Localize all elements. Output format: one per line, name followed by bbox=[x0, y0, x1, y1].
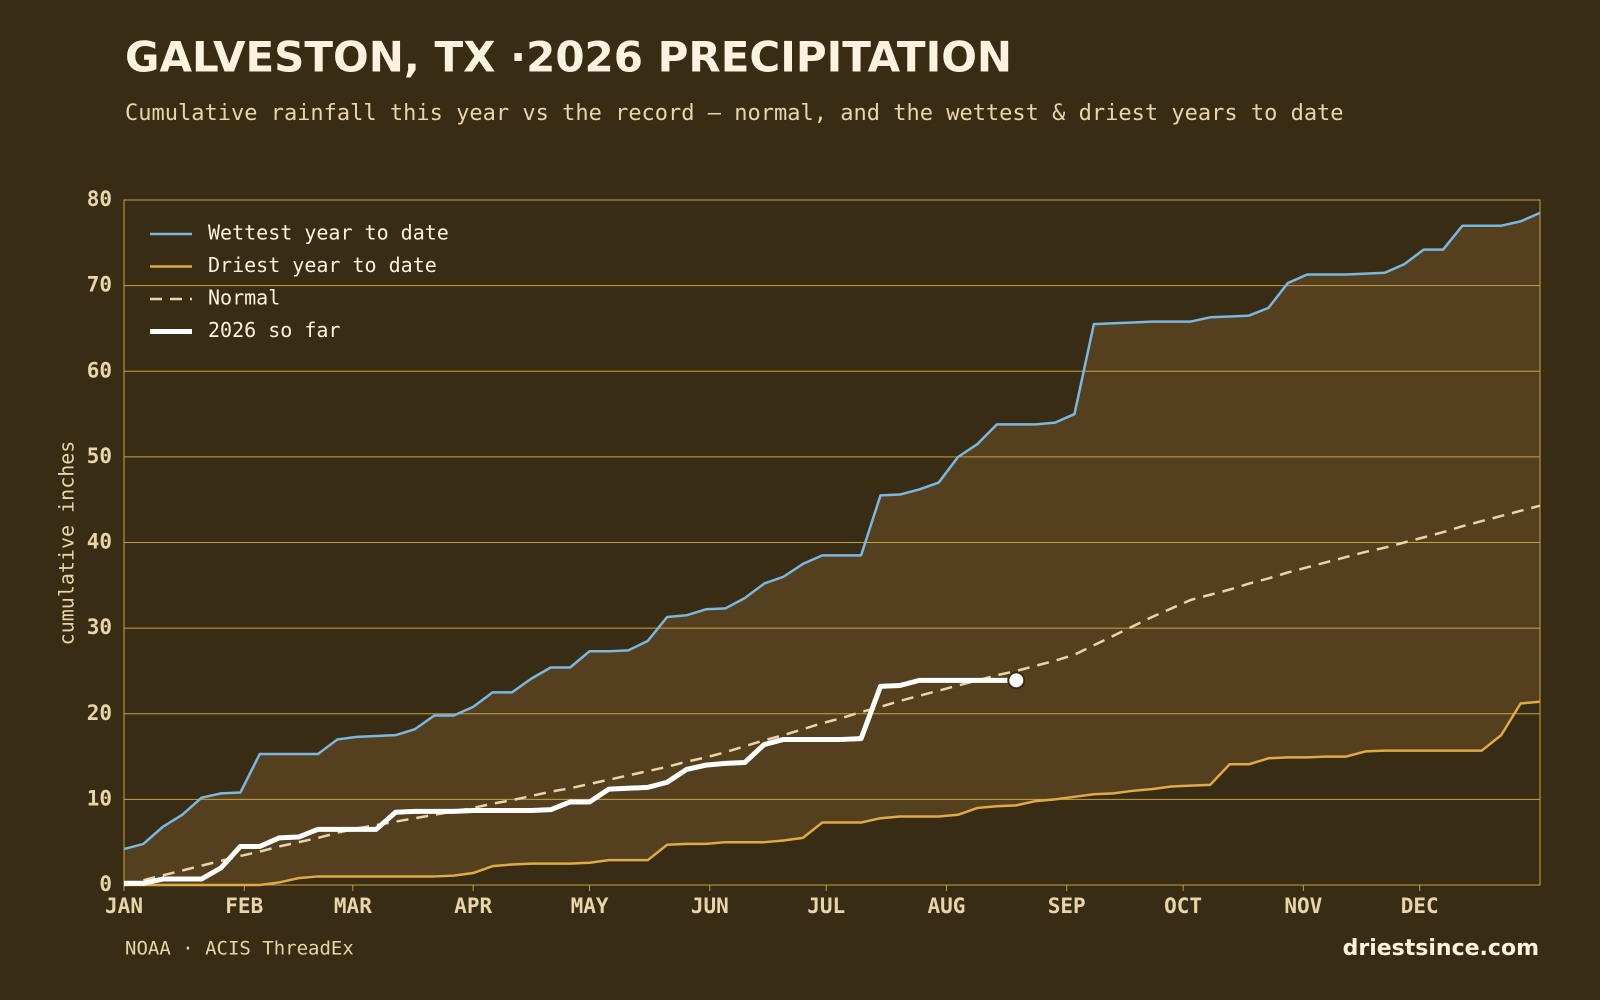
y-tick-label: 60 bbox=[87, 358, 112, 382]
x-tick-label: JAN bbox=[105, 894, 143, 918]
x-tick-label: OCT bbox=[1164, 894, 1202, 918]
legend-label: Driest year to date bbox=[208, 253, 437, 277]
y-tick-label: 40 bbox=[87, 530, 112, 554]
chart-subtitle: Cumulative rainfall this year vs the rec… bbox=[125, 101, 1344, 126]
series-line bbox=[124, 677, 1017, 886]
y-tick-label: 50 bbox=[87, 444, 112, 468]
x-tick-label: APR bbox=[454, 894, 492, 918]
brand: driestsince.com bbox=[1343, 936, 1539, 961]
source: NOAA · ACIS ThreadEx bbox=[125, 938, 354, 960]
x-tick-label: MAR bbox=[334, 894, 372, 918]
legend-label: 2026 so far bbox=[208, 318, 340, 342]
x-tick-label: MAY bbox=[571, 894, 609, 918]
x-tick-label: SEP bbox=[1048, 894, 1086, 918]
y-tick-label: 20 bbox=[87, 701, 112, 725]
series-line bbox=[123, 211, 1541, 851]
series-line bbox=[124, 700, 1541, 887]
end-marker bbox=[1007, 671, 1026, 690]
x-tick-label: DEC bbox=[1401, 894, 1439, 918]
y-tick-label: 30 bbox=[87, 615, 112, 639]
x-tick-label: FEB bbox=[225, 894, 263, 918]
y-tick-label: 80 bbox=[87, 187, 112, 211]
legend-label: Wettest year to date bbox=[208, 221, 449, 245]
x-tick-label: NOV bbox=[1284, 894, 1322, 918]
x-tick-label: JUL bbox=[807, 894, 845, 918]
x-tick-label: AUG bbox=[927, 894, 965, 918]
y-tick-label: 10 bbox=[87, 786, 112, 810]
plot-frame bbox=[123, 199, 1541, 886]
legend-label: Normal bbox=[208, 286, 280, 310]
chart-title: GALVESTON, TX ·2026 PRECIPITATION bbox=[125, 33, 1012, 82]
y-axis-label: cumulative inches bbox=[55, 441, 79, 646]
band-fill bbox=[124, 212, 1540, 885]
y-tick-label: 70 bbox=[87, 273, 112, 297]
x-tick-label: JUN bbox=[691, 894, 729, 918]
y-tick-label: 0 bbox=[99, 872, 112, 896]
